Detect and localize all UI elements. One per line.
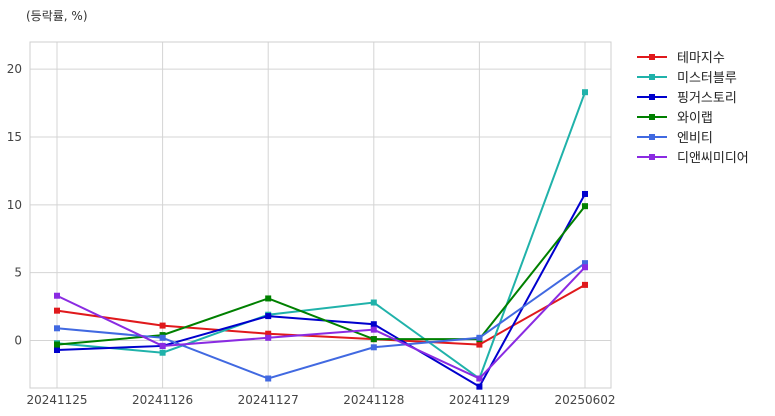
data-point [54,292,60,299]
data-point [582,264,588,271]
data-point [159,349,166,356]
data-point [54,341,60,348]
data-point [54,307,60,314]
data-point [265,313,272,320]
y-tick-label: 0 [14,334,22,348]
data-point [265,375,272,382]
series-lines [54,89,588,390]
series-line [56,266,586,380]
data-point [265,295,272,302]
data-point [476,341,483,348]
data-point [476,334,483,341]
data-point [476,375,483,382]
grid [30,42,611,388]
legend-label: 테마지수 [677,51,725,66]
legend-marker [649,154,655,160]
data-point [582,260,588,267]
x-tick-label: 20250602 [554,393,615,407]
data-point [370,344,377,351]
legend-label: 미스터블루 [677,71,737,86]
legend-marker [649,74,655,80]
data-point [370,326,377,333]
legend-marker [649,114,655,120]
y-tick-label: 15 [7,130,22,144]
data-point [582,89,588,96]
y-unit-label: (등락률, %) [26,9,88,23]
data-point [159,334,166,341]
legend-label: 와이랩 [677,111,713,126]
legend-label: 디앤씨미디어 [677,151,749,166]
legend-label: 핑거스토리 [677,91,737,106]
y-tick-label: 10 [7,198,22,212]
y-axis: 0 5 10 15 20 [7,62,22,347]
data-point [476,383,483,390]
x-tick-label: 20241128 [343,393,404,407]
data-point [265,334,272,341]
legend-marker [649,94,655,100]
data-point [370,299,377,306]
series-line [56,262,586,380]
data-point [54,347,60,354]
data-point [582,190,588,197]
data-point [370,336,377,343]
data-point [54,325,60,332]
plot-frame [29,41,612,389]
x-tick-label: 20241125 [26,393,87,407]
y-tick-label: 5 [14,266,22,280]
x-tick-label: 20241129 [449,393,510,407]
data-point [159,342,166,349]
data-point [370,321,377,328]
legend-label: 엔비티 [677,131,713,146]
series-line [56,193,586,389]
legend-marker [649,54,655,60]
x-axis: 20241125 20241126 20241127 20241128 20241129… [26,393,615,407]
series-line [56,284,586,346]
data-point [265,330,272,337]
y-tick-label: 20 [7,62,22,76]
series-line [56,91,586,381]
x-tick-label: 20241126 [132,393,193,407]
series-line [56,205,586,346]
data-point [582,203,588,210]
x-tick-label: 20241127 [238,393,299,407]
data-point [159,322,166,329]
data-point [582,281,588,288]
legend-marker [649,134,655,140]
